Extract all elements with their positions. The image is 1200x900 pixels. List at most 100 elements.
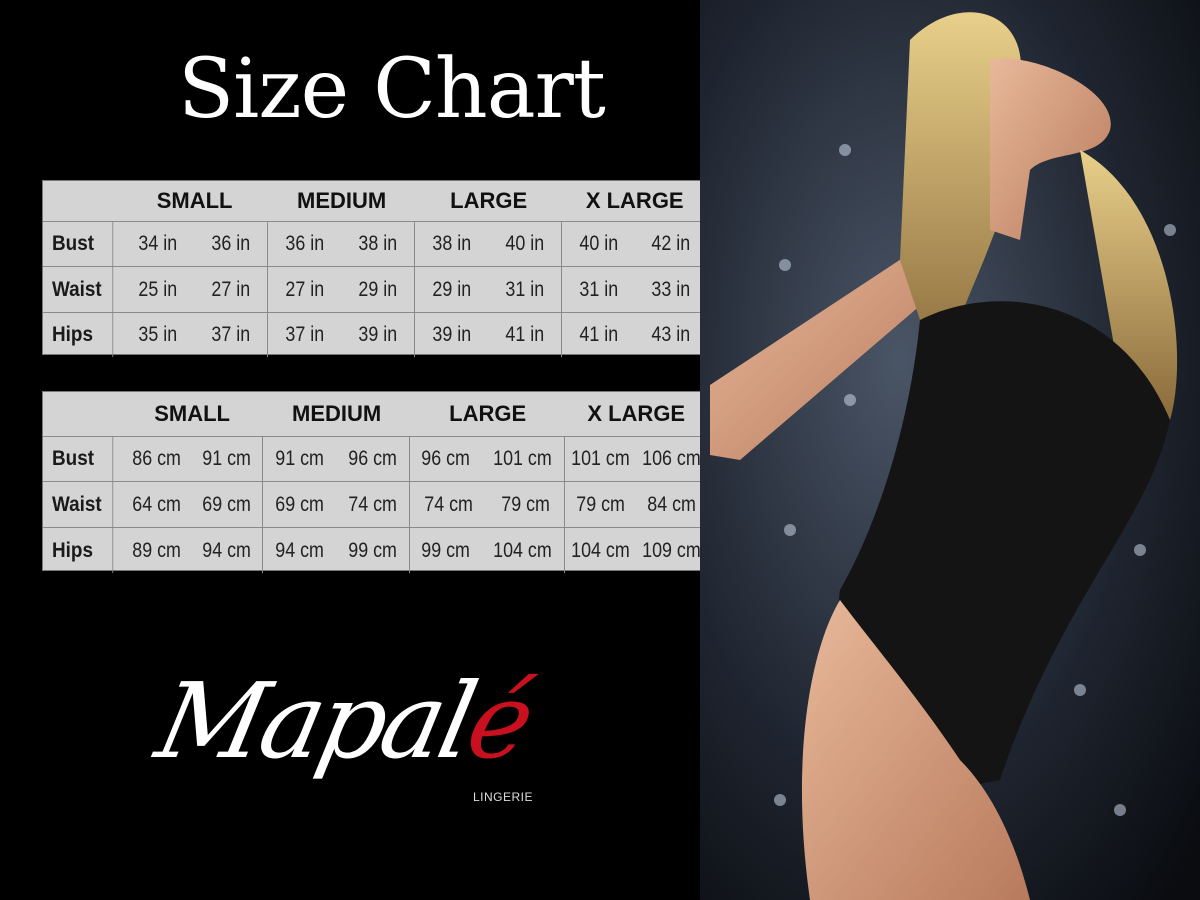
size-range-group: 94 cm 99 cm: [263, 528, 410, 573]
size-table-inches: SMALL MEDIUM LARGE X LARGE Bust 34 in 36 in 36 …: [42, 180, 708, 357]
table-header-row: SMALL MEDIUM LARGE X LARGE: [43, 392, 707, 436]
tufted-buttons: [774, 144, 1176, 816]
measurement-min: 40 in: [579, 232, 618, 255]
measurement-min: 64 cm: [131, 492, 181, 516]
size-range-group: 37 in 39 in: [268, 313, 415, 357]
measurement-max: 79 cm: [501, 492, 551, 516]
measurement-max: 42 in: [651, 232, 691, 255]
size-range-group: 25 in 27 in: [121, 267, 269, 312]
measurement-min: 27 in: [285, 277, 325, 301]
model-arm: [710, 240, 950, 460]
measurement-min: 96 cm: [421, 447, 470, 470]
measurement-max: 94 cm: [202, 538, 252, 562]
logo-subtitle: LINGERIE: [473, 790, 534, 804]
size-range-group: 41 in 43 in: [562, 313, 707, 357]
size-header: MEDIUM: [297, 188, 387, 213]
measurement-max: 38 in: [358, 232, 397, 255]
size-header: SMALL: [154, 401, 230, 426]
row-label: Waist: [43, 482, 114, 527]
measurement-min: 25 in: [138, 277, 177, 301]
row-label: Hips: [43, 528, 114, 573]
table-row-bust: Bust 34 in 36 in 36 in 38 in 38 in 40 in 40 in 4…: [43, 221, 707, 266]
size-range-group: 35 in 37 in: [121, 313, 269, 357]
logo-wordmark: Mapalé: [147, 660, 541, 782]
size-range-group: 69 cm 74 cm: [263, 482, 410, 527]
measurement-max: 109 cm: [642, 538, 701, 562]
size-header: LARGE: [450, 188, 528, 213]
measurement-min: 38 in: [432, 232, 471, 255]
measurement-max: 27 in: [211, 277, 251, 301]
measurement-min: 91 cm: [275, 447, 325, 470]
size-range-group: 86 cm 91 cm: [121, 437, 264, 481]
measurement-max: 84 cm: [647, 492, 696, 516]
size-header: X LARGE: [587, 401, 686, 426]
table-row-waist: Waist 25 in 27 in 27 in 29 in 29 in 31 in 31 in…: [43, 266, 707, 312]
measurement-min: 79 cm: [576, 492, 626, 516]
measurement-min: 37 in: [285, 323, 325, 346]
measurement-max: 99 cm: [348, 538, 397, 562]
measurement-min: 101 cm: [571, 447, 631, 470]
model-photo: [700, 0, 1200, 900]
table-row-hips: Hips 89 cm 94 cm 94 cm 99 cm 99 cm 104 cm 104 c…: [43, 527, 707, 573]
measurement-min: 39 in: [432, 323, 471, 346]
measurement-max: 36 in: [211, 232, 251, 255]
measurement-min: 94 cm: [275, 538, 325, 562]
brand-logo: Mapalé LINGERIE: [147, 660, 580, 810]
row-label: Bust: [43, 437, 114, 481]
size-range-group: 31 in 33 in: [562, 267, 707, 312]
measurement-min: 41 in: [579, 323, 618, 346]
model-face: [990, 58, 1111, 240]
measurement-max: 37 in: [211, 323, 251, 346]
size-range-group: 91 cm 96 cm: [263, 437, 410, 481]
measurement-min: 36 in: [285, 232, 325, 255]
measurement-min: 31 in: [579, 277, 618, 301]
measurement-max: 91 cm: [202, 447, 252, 470]
measurement-max: 33 in: [651, 277, 691, 301]
measurement-max: 69 cm: [202, 492, 252, 516]
size-header: X LARGE: [585, 188, 684, 213]
page-title: Size Chart: [178, 42, 606, 137]
logo-main-text: Mapal: [147, 660, 484, 782]
size-range-group: 99 cm 104 cm: [410, 528, 566, 573]
size-range-group: 40 in 42 in: [562, 222, 707, 266]
size-range-group: 74 cm 79 cm: [410, 482, 566, 527]
measurement-min: 99 cm: [421, 538, 470, 562]
size-range-group: 89 cm 94 cm: [121, 528, 264, 573]
measurement-max: 40 in: [505, 232, 545, 255]
row-label: Hips: [43, 313, 114, 357]
measurement-min: 69 cm: [275, 492, 325, 516]
measurement-max: 41 in: [505, 323, 545, 346]
size-range-group: 36 in 38 in: [268, 222, 415, 266]
model-lace-bodysuit: [839, 301, 1170, 790]
measurement-min: 34 in: [138, 232, 177, 255]
table-header-row: SMALL MEDIUM LARGE X LARGE: [43, 181, 707, 221]
size-range-group: 79 cm 84 cm: [565, 482, 707, 527]
table-row-waist: Waist 64 cm 69 cm 69 cm 74 cm 74 cm 79 cm 79 cm…: [43, 481, 707, 527]
table-row-hips: Hips 35 in 37 in 37 in 39 in 39 in 41 in 41 in 4…: [43, 312, 707, 357]
size-range-group: 29 in 31 in: [415, 267, 563, 312]
measurement-min: 86 cm: [131, 447, 181, 470]
size-range-group: 34 in 36 in: [121, 222, 269, 266]
size-table-centimeters: SMALL MEDIUM LARGE X LARGE Bust 86 cm 91 cm 91 …: [42, 391, 708, 573]
measurement-max: 104 cm: [493, 538, 553, 562]
measurement-max: 43 in: [651, 323, 691, 346]
size-range-group: 104 cm 109 cm: [565, 528, 707, 573]
size-range-group: 27 in 29 in: [268, 267, 415, 312]
measurement-max: 39 in: [358, 323, 397, 346]
measurement-min: 74 cm: [424, 492, 473, 516]
size-range-group: 38 in 40 in: [415, 222, 563, 266]
model-hair-back: [1080, 150, 1178, 420]
measurement-min: 35 in: [138, 323, 177, 346]
measurement-min: 29 in: [432, 277, 471, 301]
header-corner: [43, 181, 113, 221]
size-range-group: 64 cm 69 cm: [121, 482, 264, 527]
measurement-min: 104 cm: [571, 538, 631, 562]
measurement-max: 31 in: [505, 277, 545, 301]
measurement-min: 89 cm: [131, 538, 181, 562]
row-label: Waist: [43, 267, 114, 312]
measurement-max: 101 cm: [493, 447, 553, 470]
measurement-max: 29 in: [358, 277, 397, 301]
measurement-max: 74 cm: [348, 492, 397, 516]
size-header: LARGE: [449, 401, 527, 426]
size-range-group: 39 in 41 in: [415, 313, 563, 357]
